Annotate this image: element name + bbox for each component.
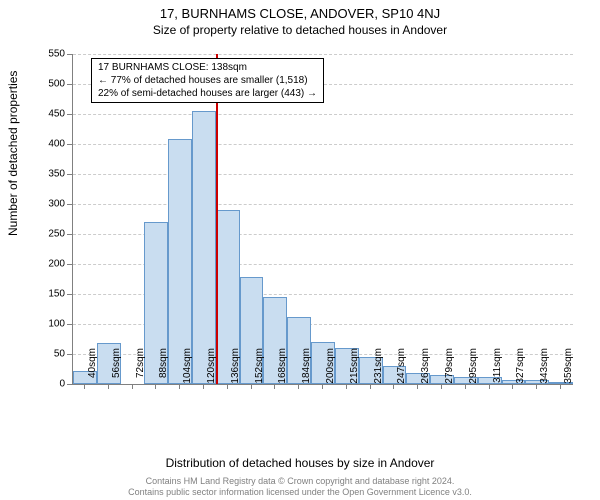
x-tick-label: 359sqm — [563, 348, 574, 388]
x-tick-mark — [536, 384, 537, 389]
x-tick-label: 327sqm — [515, 348, 526, 388]
y-tick-label: 100 — [35, 319, 65, 330]
x-tick-label: 56sqm — [111, 348, 122, 388]
x-tick-mark — [346, 384, 347, 389]
x-tick-mark — [132, 384, 133, 389]
x-tick-label: 104sqm — [182, 348, 193, 388]
gridline — [73, 54, 573, 55]
x-tick-label: 184sqm — [301, 348, 312, 388]
y-tick-label: 400 — [35, 139, 65, 150]
y-tick-label: 200 — [35, 259, 65, 270]
y-tick-mark — [67, 324, 72, 325]
x-tick-mark — [179, 384, 180, 389]
y-tick-mark — [67, 114, 72, 115]
y-axis-label: Number of detached properties — [6, 71, 20, 236]
y-tick-label: 0 — [35, 379, 65, 390]
x-tick-label: 152sqm — [254, 348, 265, 388]
y-tick-mark — [67, 354, 72, 355]
x-tick-mark — [489, 384, 490, 389]
footer-line1: Contains HM Land Registry data © Crown c… — [0, 476, 600, 487]
y-tick-mark — [67, 204, 72, 205]
x-tick-label: 200sqm — [325, 348, 336, 388]
y-tick-label: 350 — [35, 169, 65, 180]
x-tick-label: 247sqm — [396, 348, 407, 388]
x-tick-mark — [393, 384, 394, 389]
x-tick-mark — [560, 384, 561, 389]
chart-subtitle: Size of property relative to detached ho… — [0, 23, 600, 37]
x-tick-label: 231sqm — [373, 348, 384, 388]
reference-line — [216, 54, 218, 384]
callout-line3: 22% of semi-detached houses are larger (… — [98, 87, 317, 100]
gridline — [73, 204, 573, 205]
x-tick-mark — [155, 384, 156, 389]
y-tick-mark — [67, 84, 72, 85]
gridline — [73, 174, 573, 175]
x-tick-label: 40sqm — [87, 348, 98, 388]
x-tick-label: 215sqm — [349, 348, 360, 388]
x-tick-mark — [251, 384, 252, 389]
callout-line1: 17 BURNHAMS CLOSE: 138sqm — [98, 61, 317, 74]
y-tick-label: 300 — [35, 199, 65, 210]
y-tick-mark — [67, 144, 72, 145]
gridline — [73, 114, 573, 115]
x-tick-label: 295sqm — [468, 348, 479, 388]
callout-box: 17 BURNHAMS CLOSE: 138sqm ← 77% of detac… — [91, 58, 324, 103]
y-tick-label: 150 — [35, 289, 65, 300]
footer-line2: Contains public sector information licen… — [0, 487, 600, 498]
x-tick-label: 136sqm — [230, 348, 241, 388]
x-tick-mark — [370, 384, 371, 389]
y-tick-label: 550 — [35, 49, 65, 60]
y-tick-mark — [67, 384, 72, 385]
y-tick-mark — [67, 174, 72, 175]
callout-line2: ← 77% of detached houses are smaller (1,… — [98, 74, 317, 87]
x-tick-label: 311sqm — [492, 348, 503, 388]
y-tick-mark — [67, 234, 72, 235]
x-tick-label: 72sqm — [135, 348, 146, 388]
y-tick-label: 50 — [35, 349, 65, 360]
x-tick-mark — [417, 384, 418, 389]
chart-title: 17, BURNHAMS CLOSE, ANDOVER, SP10 4NJ — [0, 6, 600, 21]
y-tick-label: 250 — [35, 229, 65, 240]
footer: Contains HM Land Registry data © Crown c… — [0, 476, 600, 498]
x-tick-mark — [298, 384, 299, 389]
x-tick-mark — [322, 384, 323, 389]
y-tick-mark — [67, 294, 72, 295]
chart-container: 17, BURNHAMS CLOSE, ANDOVER, SP10 4NJ Si… — [0, 6, 600, 500]
x-tick-label: 343sqm — [539, 348, 550, 388]
x-tick-label: 88sqm — [158, 348, 169, 388]
x-axis-label: Distribution of detached houses by size … — [0, 456, 600, 470]
gridline — [73, 144, 573, 145]
histogram-bar — [192, 111, 216, 384]
x-tick-label: 120sqm — [206, 348, 217, 388]
y-tick-label: 450 — [35, 109, 65, 120]
x-tick-label: 168sqm — [277, 348, 288, 388]
y-tick-label: 500 — [35, 79, 65, 90]
x-tick-mark — [441, 384, 442, 389]
x-tick-label: 279sqm — [444, 348, 455, 388]
plot-region: 17 BURNHAMS CLOSE: 138sqm ← 77% of detac… — [72, 54, 573, 385]
y-tick-mark — [67, 264, 72, 265]
x-tick-mark — [203, 384, 204, 389]
y-tick-mark — [67, 54, 72, 55]
x-tick-mark — [512, 384, 513, 389]
x-tick-label: 263sqm — [420, 348, 431, 388]
x-tick-mark — [108, 384, 109, 389]
x-tick-mark — [227, 384, 228, 389]
x-tick-mark — [274, 384, 275, 389]
x-tick-mark — [465, 384, 466, 389]
x-tick-mark — [84, 384, 85, 389]
chart-area: 17 BURNHAMS CLOSE: 138sqm ← 77% of detac… — [50, 54, 580, 424]
